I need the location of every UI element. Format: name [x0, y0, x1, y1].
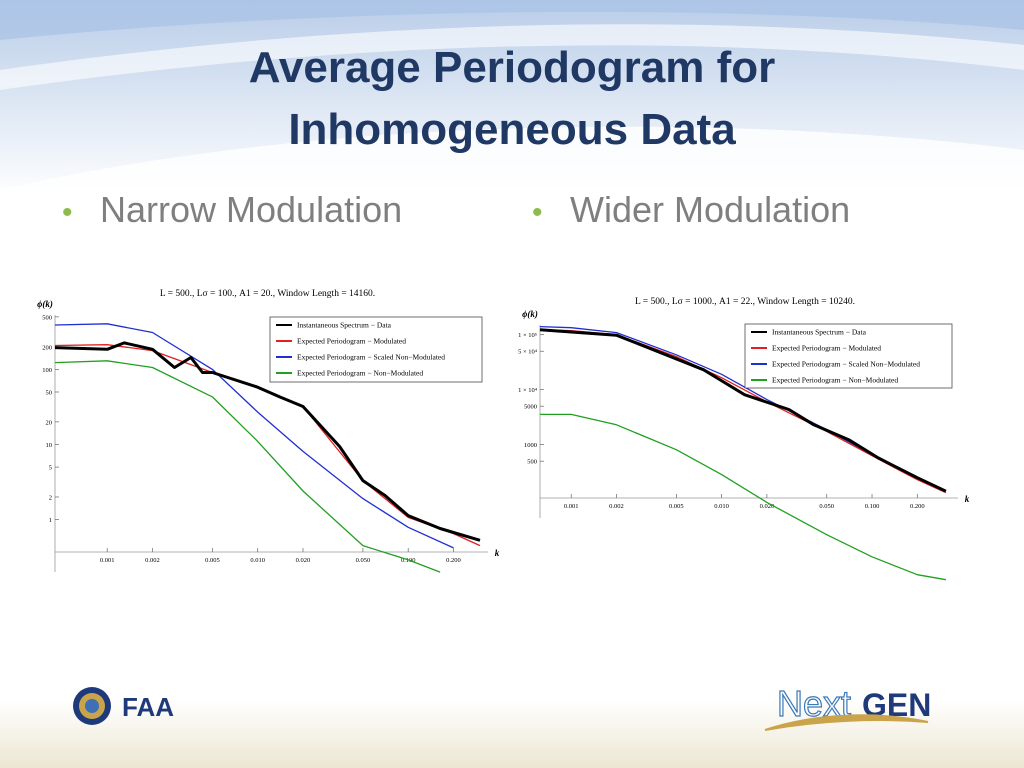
legend-label: Expected Periodogram − Modulated: [772, 344, 881, 353]
x-tick-label: 0.002: [609, 503, 624, 510]
y-tick-label: 100: [42, 367, 52, 374]
logo-text: Next: [777, 683, 851, 724]
x-tick-label: 0.020: [296, 557, 311, 564]
legend-label: Expected Periodogram − Non−Modulated: [297, 369, 423, 378]
y-axis-label: ϕ(k): [522, 309, 538, 319]
chart-title: L = 500., Lσ = 100., A1 = 20., Window Le…: [160, 289, 375, 299]
footer-bg: [0, 700, 1024, 768]
y-tick-label: 20: [46, 419, 53, 426]
bullet: Narrow Modulation: [100, 189, 402, 230]
legend-label: Instantaneous Spectrum − Data: [297, 321, 392, 330]
legend-box: [269, 316, 483, 383]
logo-swoosh: [764, 714, 929, 731]
seal-core: [85, 699, 99, 713]
y-tick-label: 200: [42, 344, 52, 351]
slide-title: Inhomogeneous Data: [288, 105, 736, 154]
legend-box: [744, 323, 953, 389]
x-tick-label: 0.001: [564, 503, 579, 510]
legend-label: Instantaneous Spectrum − Data: [772, 328, 867, 337]
nextgen-logo: Next GEN: [764, 682, 931, 731]
bullet: Wider Modulation: [570, 189, 850, 230]
swoosh: [0, 126, 1024, 200]
y-tick-label: 5: [49, 465, 52, 472]
legend-label: Expected Periodogram − Scaled Non−Modula…: [297, 353, 445, 362]
bullet-dot: •: [532, 196, 543, 229]
y-tick-label: 10: [46, 442, 53, 449]
y-tick-label: 1 × 10⁴: [518, 387, 538, 394]
y-tick-label: 500: [42, 314, 52, 321]
legend-label: Expected Periodogram − Non−Modulated: [772, 376, 898, 385]
series-line: [54, 360, 441, 573]
series-line: [540, 413, 947, 581]
x-tick-label: 0.020: [760, 503, 775, 510]
x-tick-label: 0.200: [446, 557, 461, 564]
x-tick-label: 0.001: [100, 557, 115, 564]
y-tick-label: 2: [49, 494, 52, 501]
logo-text: FAA: [122, 692, 174, 722]
x-axis-label: k: [495, 548, 500, 558]
x-tick-label: 0.005: [205, 557, 220, 564]
x-tick-label: 0.010: [250, 557, 265, 564]
y-tick-label: 1: [49, 517, 52, 524]
series-line: [54, 323, 454, 549]
series-line: [539, 328, 947, 493]
chart-title: L = 500., Lσ = 1000., A1 = 22., Window L…: [635, 297, 855, 307]
legend-label: Expected Periodogram − Scaled Non−Modula…: [772, 360, 920, 369]
x-axis-label: k: [965, 494, 970, 504]
series-line: [54, 341, 481, 542]
swoosh: [0, 24, 1024, 90]
faa-logo: FAA: [73, 687, 174, 725]
bullet-dot: •: [62, 196, 73, 229]
y-tick-label: 1000: [524, 442, 537, 449]
x-tick-label: 0.200: [910, 503, 925, 510]
y-tick-label: 50: [46, 389, 53, 396]
y-tick-label: 5000: [524, 404, 537, 411]
x-tick-label: 0.050: [356, 557, 371, 564]
swoosh: [0, 0, 1024, 40]
x-tick-label: 0.050: [819, 503, 834, 510]
y-tick-label: 500: [527, 459, 537, 466]
x-tick-label: 0.002: [145, 557, 160, 564]
x-tick-label: 0.100: [865, 503, 880, 510]
slide-title: Average Periodogram for: [249, 43, 776, 92]
y-axis-label: ϕ(k): [37, 299, 53, 309]
legend-label: Expected Periodogram − Modulated: [297, 337, 406, 346]
y-tick-label: 1 × 10⁵: [518, 332, 537, 339]
y-tick-label: 5 × 10⁴: [518, 349, 538, 356]
x-tick-label: 0.010: [714, 503, 729, 510]
x-tick-label: 0.005: [669, 503, 684, 510]
